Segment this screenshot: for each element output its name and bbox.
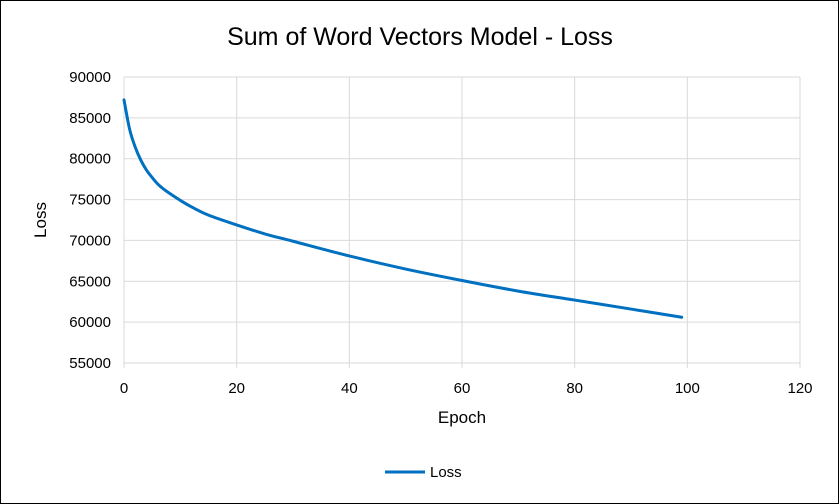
x-tick-label: 100: [675, 380, 700, 397]
x-axis-label: Epoch: [438, 408, 486, 427]
y-tick-label: 70000: [69, 232, 111, 249]
y-axis-ticks: 55000 60000 65000 70000 75000 80000 85000 90000: [69, 69, 111, 372]
x-axis-ticks: 0 20 40 60 80 100 120: [120, 380, 813, 397]
y-tick-label: 60000: [69, 314, 111, 331]
series-group: [122, 98, 684, 319]
chart-title: Sum of Word Vectors Model - Loss: [227, 23, 613, 51]
series-line-loss: [122, 98, 684, 319]
x-tick-label: 40: [341, 380, 358, 397]
x-tick-label: 0: [120, 380, 128, 397]
x-tick-label: 20: [228, 380, 245, 397]
y-tick-label: 55000: [69, 355, 111, 372]
y-tick-label: 90000: [69, 69, 111, 86]
gridlines: [123, 76, 801, 368]
legend-label-loss: Loss: [430, 464, 462, 481]
x-tick-label: 80: [566, 380, 583, 397]
y-axis-label: Loss: [31, 202, 50, 238]
x-tick-label: 60: [454, 380, 471, 397]
y-tick-label: 75000: [69, 192, 111, 209]
y-tick-label: 65000: [69, 273, 111, 290]
x-tick-label: 120: [787, 380, 812, 397]
legend: Loss: [385, 464, 462, 481]
y-tick-label: 80000: [69, 151, 111, 168]
y-tick-label: 85000: [69, 110, 111, 127]
